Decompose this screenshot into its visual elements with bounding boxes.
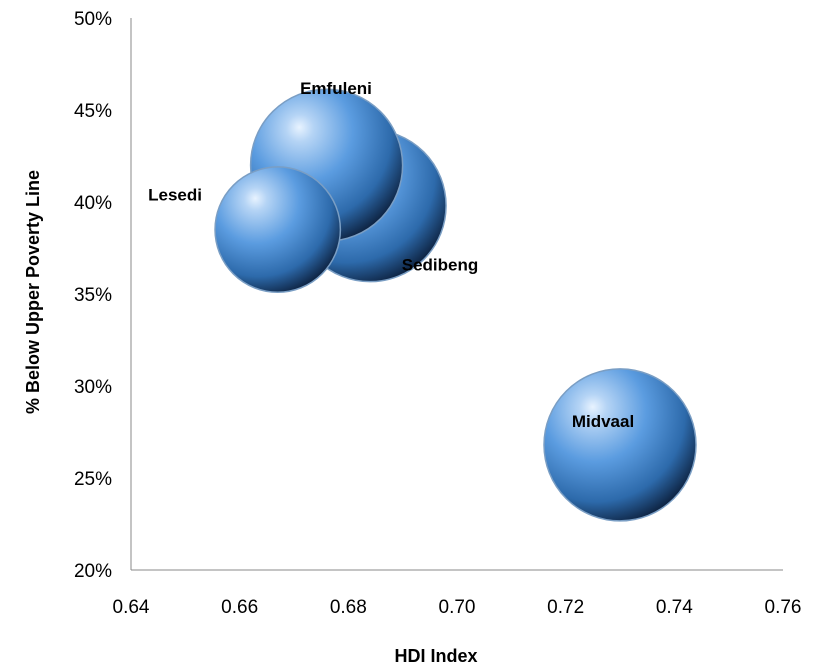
y-tick-label: 50% [74, 9, 112, 30]
x-tick-label: 0.74 [656, 597, 693, 618]
x-tick-label: 0.76 [765, 597, 802, 618]
x-tick-label: 0.64 [113, 597, 150, 618]
bubble-labels: Sedibeng Emfuleni Lesedi Midvaal [148, 79, 634, 431]
y-tick-label: 35% [74, 285, 112, 306]
y-tick-label: 25% [74, 469, 112, 490]
y-tick-label: 20% [74, 561, 112, 582]
bubble-lesedi [214, 166, 342, 294]
bubbles [214, 88, 697, 522]
y-axis-title: % Below Upper Poverty Line [23, 170, 43, 414]
x-tick-label: 0.66 [221, 597, 258, 618]
y-tick-label: 40% [74, 193, 112, 214]
y-tick-labels: 20% 25% 30% 35% 40% 45% 50% [74, 9, 112, 582]
x-tick-label: 0.72 [547, 597, 584, 618]
bubble-label-lesedi: Lesedi [148, 186, 202, 205]
bubble-midvaal [543, 368, 697, 522]
bubble-label-emfuleni: Emfuleni [300, 79, 372, 98]
y-tick-label: 45% [74, 101, 112, 122]
x-tick-labels: 0.64 0.66 0.68 0.70 0.72 0.74 0.76 [113, 597, 802, 618]
bubble-label-midvaal: Midvaal [572, 412, 634, 431]
x-tick-label: 0.70 [439, 597, 476, 618]
x-axis-title: HDI Index [394, 646, 477, 666]
bubble-label-sedibeng: Sedibeng [402, 256, 479, 275]
y-tick-label: 30% [74, 377, 112, 398]
axes [130, 18, 783, 571]
x-tick-label: 0.68 [330, 597, 367, 618]
